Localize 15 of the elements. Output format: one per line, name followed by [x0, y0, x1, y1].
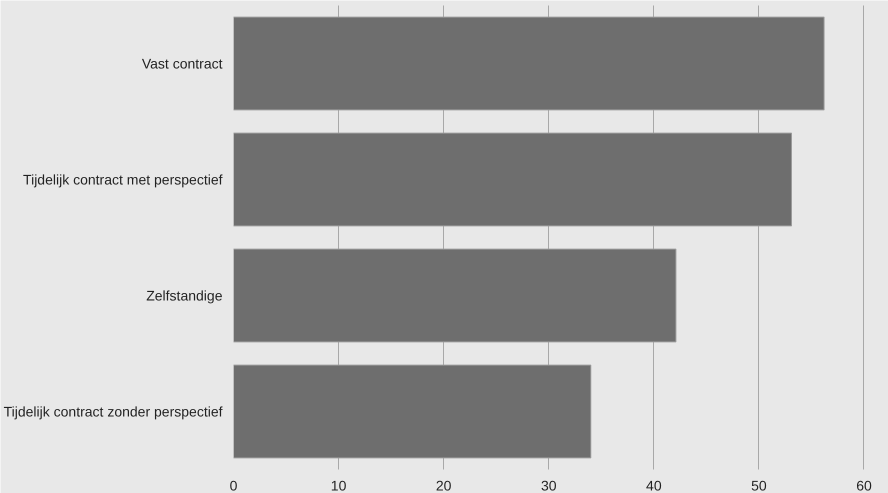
bar: [234, 132, 792, 226]
bar: [234, 248, 676, 342]
x-tick-label: 20: [436, 478, 452, 493]
y-tick-label: Zelfstandige: [146, 288, 223, 304]
bar: [234, 364, 592, 458]
x-tick-label: 0: [230, 478, 238, 493]
x-tick-label: 10: [330, 478, 347, 493]
y-tick-label: Vast contract: [142, 56, 223, 72]
x-tick-label: 30: [540, 478, 557, 493]
x-tick-label: 50: [751, 478, 767, 493]
y-tick-label: Tijdelijk contract zonder perspectief: [4, 404, 223, 420]
x-tick-label: 40: [646, 478, 662, 493]
bar: [234, 16, 825, 110]
y-tick-label: Tijdelijk contract met perspectief: [23, 172, 223, 188]
x-tick-label: 60: [856, 478, 872, 493]
